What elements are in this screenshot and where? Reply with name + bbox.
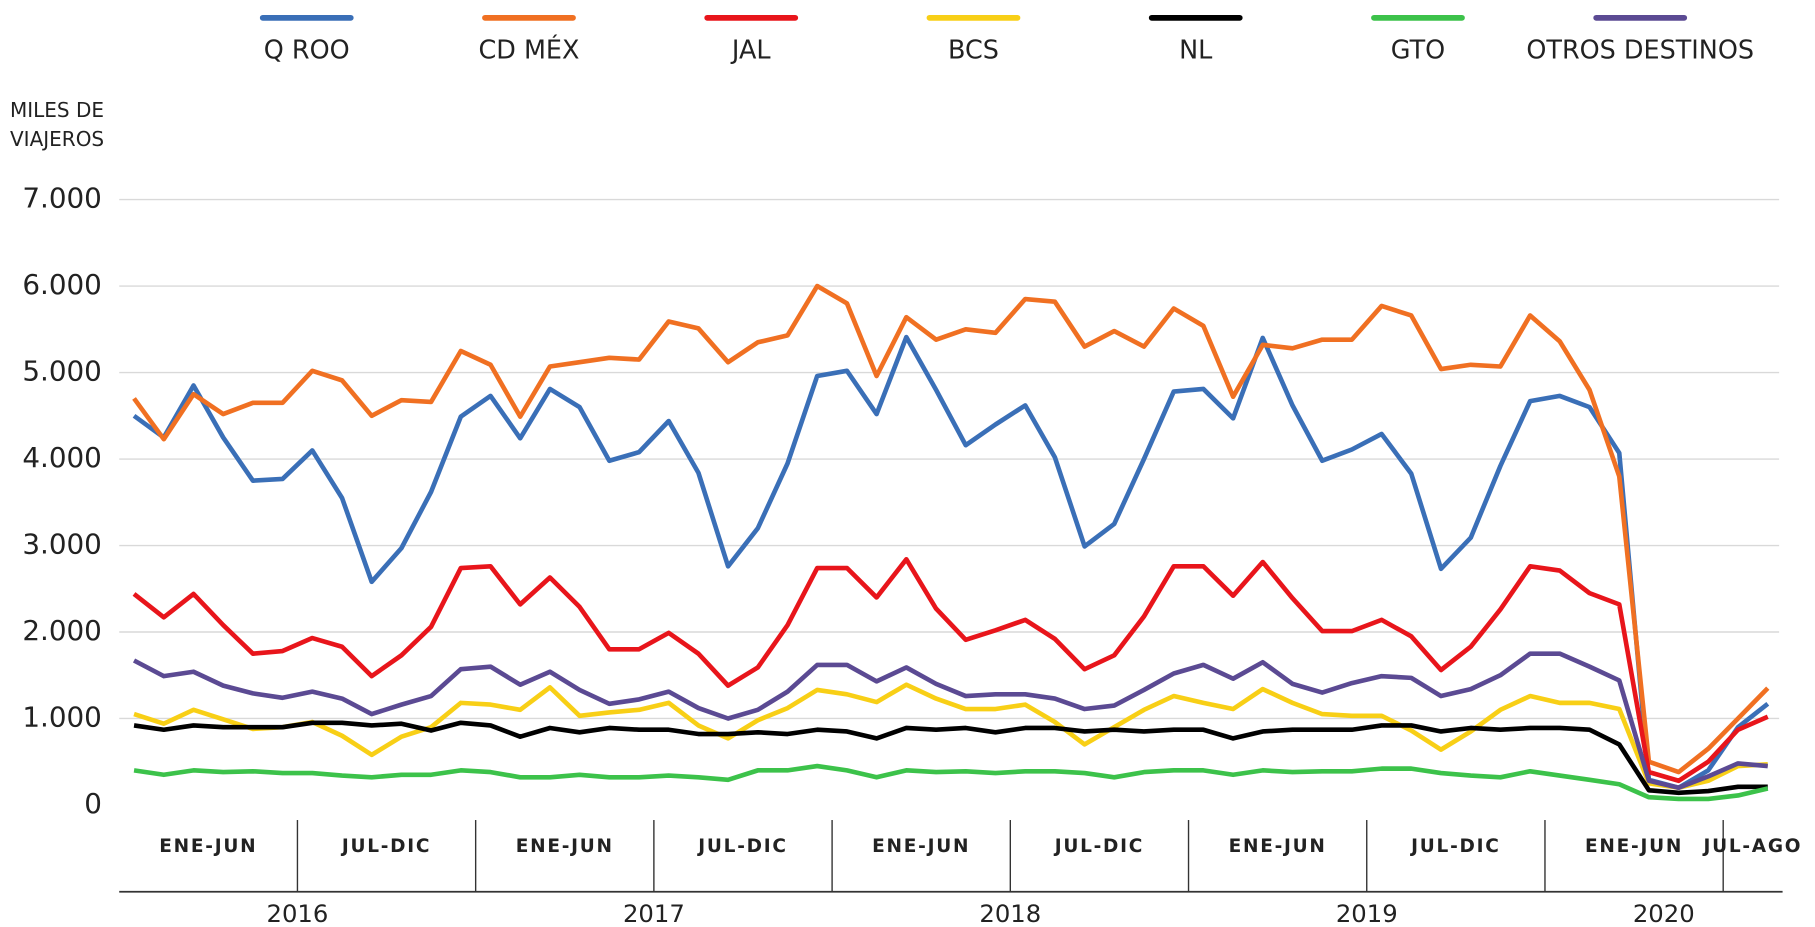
period-label: JUL-DIC <box>696 836 787 857</box>
period-label: ENE-JUN <box>872 836 970 857</box>
legend-label: NL <box>1179 35 1213 65</box>
legend-label: OTROS DESTINOS <box>1526 35 1754 65</box>
period-label: ENE-JUN <box>159 836 257 857</box>
y-tick-label: 1.000 <box>22 700 102 733</box>
period-label: JUL-AGO <box>1701 836 1802 857</box>
y-tick-label: 4.000 <box>22 441 102 474</box>
legend-label: CD MÉX <box>479 35 580 65</box>
year-label: 2020 <box>1633 899 1695 927</box>
series-line <box>133 682 1768 791</box>
series-line <box>132 283 1770 775</box>
y-tick-label: 0 <box>84 787 102 820</box>
legend-label: GTO <box>1391 35 1445 65</box>
period-label: ENE-JUN <box>1585 836 1683 857</box>
period-label: JUL-DIC <box>340 836 431 857</box>
series-line <box>133 720 1768 796</box>
y-tick-label: 3.000 <box>22 528 102 561</box>
y-tick-label: 7.000 <box>22 182 102 215</box>
y-axis-title: MILES DE VIAJEROS <box>10 98 105 151</box>
year-label: 2018 <box>979 899 1041 927</box>
period-label: ENE-JUN <box>516 836 614 857</box>
series-line <box>133 763 1769 802</box>
y-tick-label: 2.000 <box>22 614 102 647</box>
y-tick-label: 6.000 <box>22 268 102 301</box>
series-line <box>132 334 1770 791</box>
series-line <box>132 557 1769 784</box>
series-line <box>132 651 1768 791</box>
period-label: JUL-DIC <box>1053 836 1144 857</box>
period-label: JUL-DIC <box>1409 836 1500 857</box>
year-label: 2017 <box>623 899 685 927</box>
legend-label: JAL <box>730 35 771 65</box>
y-tick-label: 5.000 <box>22 355 102 388</box>
legend-label: BCS <box>948 35 999 65</box>
year-label: 2016 <box>267 899 329 927</box>
legend-label: Q ROO <box>264 35 350 65</box>
period-label: ENE-JUN <box>1229 836 1327 857</box>
year-label: 2019 <box>1336 899 1398 927</box>
